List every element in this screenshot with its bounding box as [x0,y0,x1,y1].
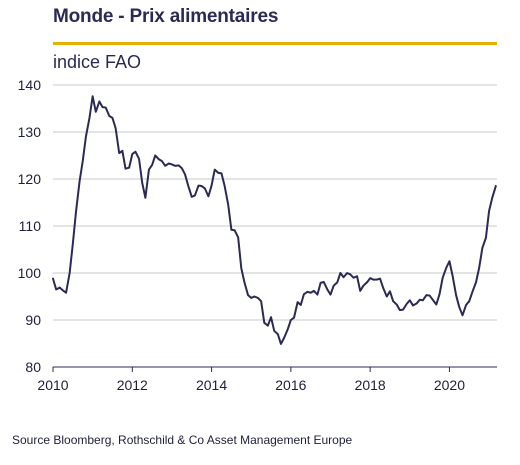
x-tick-label-2014: 2014 [196,377,227,393]
title-underline [53,42,497,45]
source-note: Source Bloomberg, Rothschild & Co Asset … [12,433,353,447]
y-tick-label-100: 100 [18,265,42,281]
x-tick-label-2016: 2016 [275,377,306,393]
y-tick-label-90: 90 [25,312,41,328]
y-tick-label-80: 80 [25,359,41,375]
y-axis-label: indice FAO [53,52,142,72]
x-tick-label-2018: 2018 [355,377,386,393]
y-tick-label-130: 130 [18,124,42,140]
x-tick-label-2012: 2012 [117,377,148,393]
y-tick-label-140: 140 [18,77,42,93]
chart-title: Monde - Prix alimentaires [53,6,279,27]
x-tick-label-2010: 2010 [37,377,68,393]
y-tick-label-110: 110 [19,218,42,234]
series-line-0 [52,95,497,345]
x-tick-label-2020: 2020 [434,377,465,393]
y-tick-label-120: 120 [18,171,42,187]
